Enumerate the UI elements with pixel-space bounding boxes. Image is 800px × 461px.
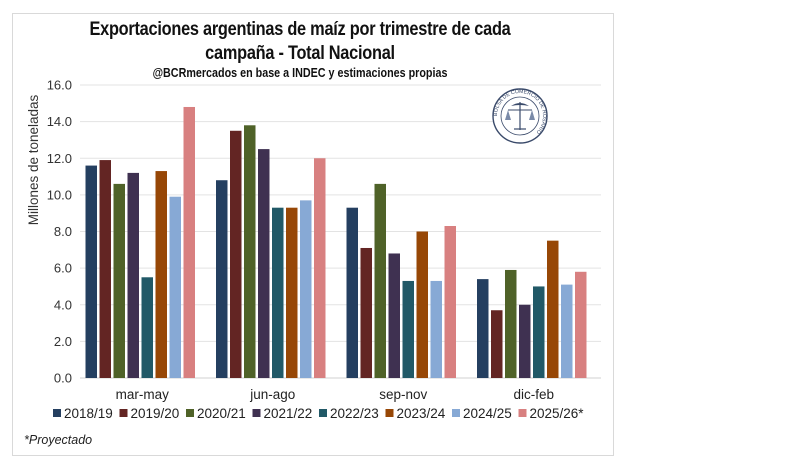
bar-jun-ago-202324 xyxy=(286,207,298,378)
y-tick-label: 4.0 xyxy=(54,297,72,312)
bar-jun-ago-202122 xyxy=(258,149,270,378)
bar-dic-feb-201920 xyxy=(491,310,503,378)
bar-sep-nov-202122 xyxy=(388,253,400,378)
chart-title: Exportaciones argentinas de maíz por tri… xyxy=(89,19,511,64)
x-category-label: mar-may xyxy=(116,387,169,402)
legend-label: 2020/21 xyxy=(197,406,246,421)
bar-mar-may-202526 xyxy=(183,106,195,378)
bar-sep-nov-202425 xyxy=(430,280,442,378)
legend-item: 2021/22 xyxy=(252,406,313,421)
bar-dic-feb-202526 xyxy=(575,271,587,378)
bar-sep-nov-201819 xyxy=(346,207,358,378)
bar-dic-feb-202021 xyxy=(505,269,517,378)
bar-sep-nov-201920 xyxy=(360,247,372,378)
bar-mar-may-201920 xyxy=(99,160,111,378)
bar-dic-feb-202324 xyxy=(547,240,559,378)
y-axis-ticks: 0.0 2.0 4.0 6.0 8.0 10.0 12.0 14.0 16.0 xyxy=(47,78,72,386)
bars xyxy=(85,106,587,378)
footnote: *Proyectado xyxy=(24,433,93,447)
y-tick-label: 6.0 xyxy=(54,261,72,276)
bar-sep-nov-202526 xyxy=(444,226,456,378)
legend-label: 2023/24 xyxy=(397,406,446,421)
legend-item: 2020/21 xyxy=(186,406,246,421)
y-tick-label: 12.0 xyxy=(47,151,72,166)
legend-item: 2023/24 xyxy=(385,406,446,421)
bar-mar-may-202425 xyxy=(169,196,181,378)
bar-mar-may-202324 xyxy=(155,171,167,378)
bar-sep-nov-202324 xyxy=(416,231,428,378)
legend-swatch xyxy=(252,409,261,417)
legend-label: 2018/19 xyxy=(64,406,113,421)
legend-swatch xyxy=(186,409,194,417)
bar-jun-ago-202021 xyxy=(244,125,256,378)
legend-item: 2018/19 xyxy=(53,406,113,421)
chart-subtitle: @BCRmercados en base a INDEC y estimacio… xyxy=(152,66,448,80)
legend-label: 2022/23 xyxy=(330,406,379,421)
y-tick-label: 16.0 xyxy=(47,78,72,93)
legend-item: 2024/25 xyxy=(452,406,512,421)
bar-dic-feb-201819 xyxy=(477,279,489,378)
chart-panel xyxy=(12,13,614,456)
legend-swatch xyxy=(53,409,61,417)
y-tick-label: 10.0 xyxy=(47,187,72,202)
bar-sep-nov-202223 xyxy=(402,280,414,378)
x-category-label: sep-nov xyxy=(379,387,427,402)
legend-label: 2021/22 xyxy=(264,406,313,421)
bar-jun-ago-202526 xyxy=(314,158,326,378)
bar-mar-may-201819 xyxy=(85,165,97,378)
bar-jun-ago-201819 xyxy=(216,180,228,378)
x-category-label: dic-feb xyxy=(513,387,554,402)
legend-item: 2022/23 xyxy=(319,406,379,421)
y-axis-label: Millones de toneladas xyxy=(26,94,41,225)
y-tick-label: 14.0 xyxy=(47,114,72,129)
legend-swatch xyxy=(319,409,327,417)
y-tick-label: 0.0 xyxy=(54,371,72,386)
bar-jun-ago-201920 xyxy=(230,130,242,378)
bar-mar-may-202122 xyxy=(127,172,139,378)
legend-swatch xyxy=(452,409,460,417)
y-tick-label: 2.0 xyxy=(54,334,72,349)
bcr-seal-logo: BOLSA DE COMERCIO DE ROSARIO xyxy=(492,88,548,144)
x-category-label: jun-ago xyxy=(249,387,295,402)
legend-label: 2025/26* xyxy=(530,406,585,421)
legend-item: 2025/26* xyxy=(518,406,585,421)
legend-swatch xyxy=(518,409,527,417)
x-axis-categories: mar-may jun-ago sep-nov dic-feb xyxy=(116,387,554,402)
legend-label: 2019/20 xyxy=(131,406,180,421)
y-tick-label: 8.0 xyxy=(54,224,72,239)
bar-jun-ago-202425 xyxy=(300,200,312,378)
bar-dic-feb-202425 xyxy=(561,284,573,378)
bar-sep-nov-202021 xyxy=(374,183,386,378)
bar-dic-feb-202223 xyxy=(533,286,545,378)
legend-swatch xyxy=(385,409,394,417)
bar-jun-ago-202223 xyxy=(272,207,284,378)
legend-item: 2019/20 xyxy=(119,406,180,421)
legend-label: 2024/25 xyxy=(463,406,512,421)
bar-mar-may-202021 xyxy=(113,183,125,378)
bar-dic-feb-202122 xyxy=(519,304,531,378)
bar-mar-may-202223 xyxy=(141,277,153,378)
legend-swatch xyxy=(119,409,128,417)
legend: 2018/19 2019/20 2020/21 2021/22 2022/23 2023/… xyxy=(53,406,584,421)
